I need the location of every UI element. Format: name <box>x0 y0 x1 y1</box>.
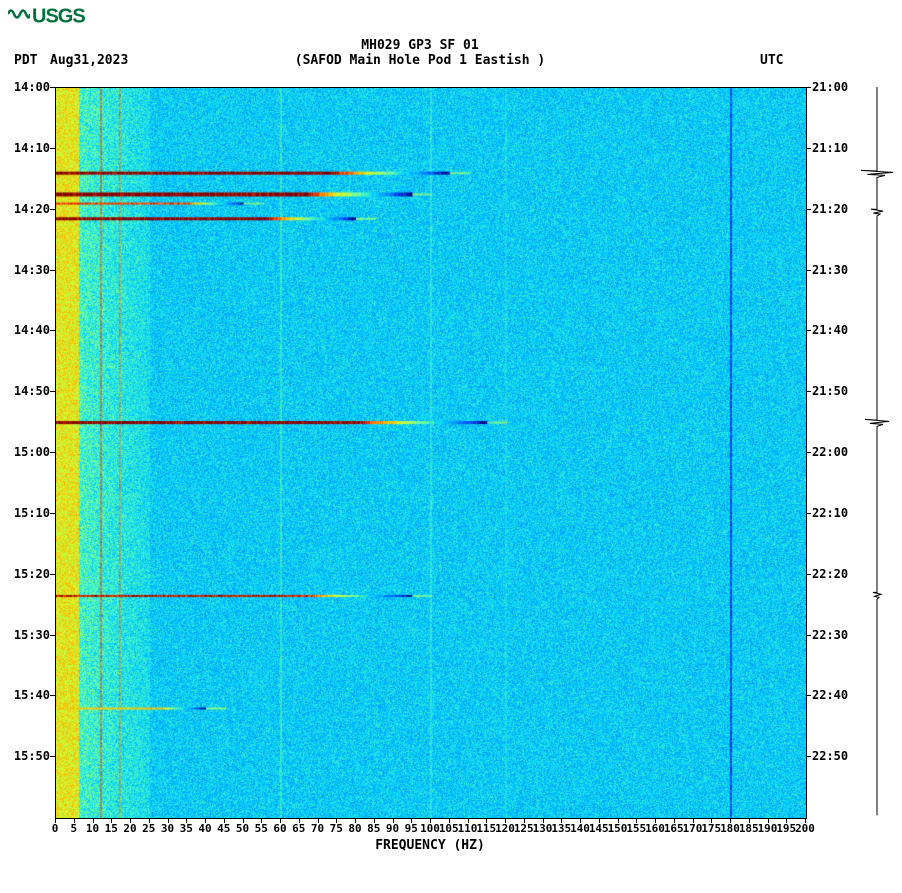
x-axis-label: FREQUENCY (HZ) <box>55 838 805 853</box>
x-tick: 50 <box>236 822 249 835</box>
x-tick: 180 <box>720 822 740 835</box>
x-tick: 135 <box>551 822 571 835</box>
x-tick: 40 <box>198 822 211 835</box>
x-tick: 80 <box>348 822 361 835</box>
x-tick: 170 <box>683 822 703 835</box>
x-tick: 5 <box>70 822 77 835</box>
x-tick: 75 <box>330 822 343 835</box>
seismogram-trace <box>860 87 895 817</box>
y-tick-right: 21:20 <box>812 202 848 216</box>
y-tick-right: 22:30 <box>812 628 848 642</box>
y-tick-left: 14:50 <box>5 384 50 398</box>
x-tick: 160 <box>645 822 665 835</box>
y-tick-left: 15:40 <box>5 688 50 702</box>
y-tick-right: 21:50 <box>812 384 848 398</box>
x-tick: 10 <box>86 822 99 835</box>
y-tick-right: 21:40 <box>812 323 848 337</box>
y-tick-left: 15:10 <box>5 506 50 520</box>
x-tick: 70 <box>311 822 324 835</box>
spectrogram-canvas <box>56 88 806 818</box>
x-tick: 150 <box>608 822 628 835</box>
x-tick: 20 <box>123 822 136 835</box>
chart-title-line1: MH029 GP3 SF 01 <box>0 38 840 53</box>
y-tick-left: 14:40 <box>5 323 50 337</box>
y-tick-right: 21:30 <box>812 263 848 277</box>
y-tick-left: 14:20 <box>5 202 50 216</box>
x-tick: 100 <box>420 822 440 835</box>
y-tick-right: 22:10 <box>812 506 848 520</box>
x-tick: 165 <box>664 822 684 835</box>
usgs-logo: USGS <box>8 5 85 29</box>
x-tick: 200 <box>795 822 815 835</box>
x-tick: 175 <box>701 822 721 835</box>
x-tick: 130 <box>533 822 553 835</box>
x-tick: 15 <box>105 822 118 835</box>
timezone-right: UTC <box>760 53 783 68</box>
x-tick: 35 <box>180 822 193 835</box>
x-tick: 25 <box>142 822 155 835</box>
x-tick: 140 <box>570 822 590 835</box>
x-tick: 90 <box>386 822 399 835</box>
x-tick: 155 <box>626 822 646 835</box>
x-tick: 0 <box>52 822 59 835</box>
y-tick-right: 22:40 <box>812 688 848 702</box>
y-tick-left: 14:30 <box>5 263 50 277</box>
x-tick: 190 <box>758 822 778 835</box>
x-tick: 120 <box>495 822 515 835</box>
y-tick-left: 14:00 <box>5 80 50 94</box>
y-tick-left: 15:30 <box>5 628 50 642</box>
x-tick: 105 <box>439 822 459 835</box>
y-tick-right: 21:00 <box>812 80 848 94</box>
x-tick: 195 <box>776 822 796 835</box>
x-tick: 115 <box>476 822 496 835</box>
spectrogram-plot <box>55 87 807 819</box>
y-tick-right: 22:00 <box>812 445 848 459</box>
y-tick-left: 14:10 <box>5 141 50 155</box>
y-tick-left: 15:20 <box>5 567 50 581</box>
y-tick-right: 22:20 <box>812 567 848 581</box>
x-tick: 30 <box>161 822 174 835</box>
timezone-left: PDT <box>14 53 37 68</box>
x-tick: 145 <box>589 822 609 835</box>
y-tick-left: 15:50 <box>5 749 50 763</box>
x-tick: 125 <box>514 822 534 835</box>
x-tick: 110 <box>458 822 478 835</box>
logo-text: USGS <box>32 5 85 27</box>
x-tick: 85 <box>367 822 380 835</box>
y-tick-right: 21:10 <box>812 141 848 155</box>
x-tick: 45 <box>217 822 230 835</box>
x-tick: 185 <box>739 822 759 835</box>
x-tick: 95 <box>405 822 418 835</box>
x-tick: 65 <box>292 822 305 835</box>
y-tick-left: 15:00 <box>5 445 50 459</box>
y-tick-right: 22:50 <box>812 749 848 763</box>
date-label: Aug31,2023 <box>50 53 128 68</box>
x-tick: 55 <box>255 822 268 835</box>
x-tick: 60 <box>273 822 286 835</box>
